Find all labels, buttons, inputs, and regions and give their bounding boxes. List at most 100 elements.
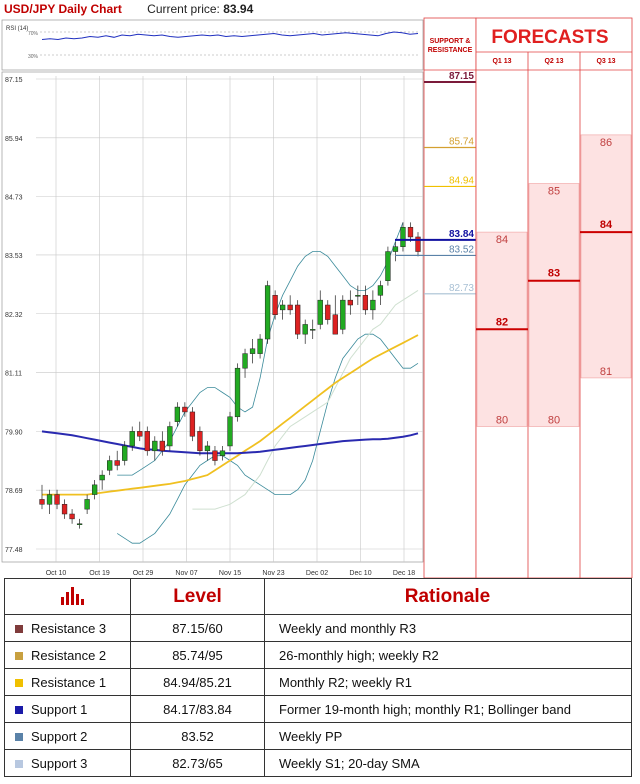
sr-level-label: 83.52 bbox=[449, 244, 474, 255]
candle-body bbox=[167, 426, 173, 447]
level-name-cell: Support 2 bbox=[4, 722, 131, 750]
candle bbox=[249, 339, 256, 364]
y-tick-label: 81.11 bbox=[5, 371, 22, 378]
table-row: Resistance 1 84.94/85.21 Monthly R2; weekl… bbox=[4, 668, 632, 696]
x-tick-label: Oct 19 bbox=[89, 570, 110, 577]
candle-body bbox=[84, 499, 90, 510]
x-tick-label: Dec 18 bbox=[393, 570, 415, 577]
y-tick-label: 79.90 bbox=[5, 429, 23, 436]
level-rationale-cell: Weekly and monthly R3 bbox=[264, 614, 632, 642]
level-rationale-cell: Weekly S1; 20-day SMA bbox=[264, 749, 632, 777]
candle bbox=[114, 450, 120, 471]
level-value-cell: 85.74/95 bbox=[130, 641, 265, 669]
candle bbox=[234, 363, 241, 422]
candle-body bbox=[325, 304, 331, 320]
candle-body bbox=[295, 304, 301, 335]
candle-body bbox=[174, 406, 181, 422]
forecast-quarter-label: Q2 13 bbox=[544, 58, 563, 65]
support-resistance-panel: SUPPORT & RESISTANCE 87.15 85.74 84.94 83.8… bbox=[395, 17, 477, 578]
forecasts-title: FORECASTS bbox=[491, 27, 608, 48]
candle bbox=[227, 411, 233, 451]
chart-title: USD/JPY Daily Chart bbox=[4, 2, 122, 16]
y-tick-label: 87.15 bbox=[5, 77, 23, 84]
x-tick-label: Dec 10 bbox=[349, 570, 371, 577]
level-rationale-cell: 26-monthly high; weekly R2 bbox=[264, 641, 632, 669]
candle-body bbox=[129, 431, 135, 447]
candle-body bbox=[362, 295, 369, 311]
forecast-mid-label: 84 bbox=[600, 219, 613, 231]
candle bbox=[415, 232, 421, 257]
level-color-swatch bbox=[15, 624, 23, 633]
level-name-cell: Resistance 3 bbox=[4, 614, 131, 642]
candle bbox=[355, 285, 361, 306]
candle-body bbox=[317, 299, 323, 325]
candle bbox=[332, 295, 338, 335]
table-header-rationale: Rationale bbox=[264, 578, 632, 615]
candle bbox=[377, 280, 384, 306]
level-color-swatch bbox=[15, 678, 23, 687]
candle-body bbox=[272, 295, 278, 315]
level-name-cell: Resistance 1 bbox=[4, 668, 131, 696]
candle-body bbox=[137, 431, 143, 437]
forecast-low-label: 80 bbox=[548, 415, 560, 427]
candle-body bbox=[204, 445, 211, 452]
candle bbox=[392, 241, 399, 262]
candle bbox=[287, 295, 293, 315]
table-row: Support 2 83.52 Weekly PP bbox=[4, 722, 632, 750]
sr-level-label: 83.84 bbox=[449, 229, 474, 240]
candle-body bbox=[91, 484, 98, 495]
rsi-panel: RSI (14) 70% 30% bbox=[1, 19, 424, 71]
current-price-value: 83.94 bbox=[223, 2, 254, 16]
candle-body bbox=[144, 431, 150, 452]
table-row: Support 1 84.17/83.84 Former 19-month high… bbox=[4, 695, 632, 723]
candle bbox=[189, 407, 196, 442]
level-name: Resistance 2 bbox=[31, 647, 107, 663]
candle bbox=[385, 246, 391, 286]
forecast-quarter-label: Q1 13 bbox=[492, 58, 511, 65]
candle-body bbox=[46, 494, 53, 505]
sr-level-label: 85.74 bbox=[449, 137, 474, 148]
candle bbox=[76, 518, 83, 529]
level-name: Resistance 3 bbox=[31, 620, 107, 636]
level-rationale-cell: Former 19-month high; monthly R1; Bollin… bbox=[264, 695, 632, 723]
sr-header-line1: SUPPORT & bbox=[430, 38, 471, 45]
sma-slow-line bbox=[41, 430, 419, 455]
table-header-row: Level Rationale bbox=[4, 578, 632, 615]
x-tick-label: Oct 29 bbox=[133, 570, 154, 577]
level-color-swatch bbox=[15, 705, 23, 714]
level-value-cell: 84.94/85.21 bbox=[130, 668, 265, 696]
level-value-cell: 87.15/60 bbox=[130, 614, 265, 642]
candle bbox=[84, 494, 90, 515]
bar-chart-icon bbox=[61, 587, 84, 606]
forecast-range-box bbox=[528, 183, 580, 427]
candle-body bbox=[242, 353, 248, 369]
candle bbox=[137, 421, 143, 442]
candle bbox=[242, 348, 248, 378]
candle-body bbox=[227, 416, 233, 447]
rsi-label: RSI (14) bbox=[6, 26, 28, 32]
candle-body bbox=[197, 431, 203, 452]
level-name: Support 3 bbox=[31, 755, 88, 771]
bollinger-lower-line bbox=[116, 333, 419, 544]
sma-mid-line bbox=[42, 334, 419, 496]
level-name-cell: Support 1 bbox=[4, 695, 131, 723]
rsi-line bbox=[41, 31, 419, 41]
sr-level-label: 82.73 bbox=[449, 283, 474, 294]
table-row: Support 3 82.73/65 Weekly S1; 20-day SMA bbox=[4, 749, 632, 777]
candle bbox=[167, 421, 173, 451]
candle-body bbox=[152, 440, 158, 452]
candle-body bbox=[332, 314, 338, 335]
forecast-mid-label: 82 bbox=[496, 316, 508, 328]
forecast-high-label: 86 bbox=[600, 137, 612, 149]
candle-body bbox=[302, 324, 308, 335]
candle bbox=[340, 295, 346, 335]
candle-body bbox=[385, 251, 391, 281]
candle bbox=[317, 290, 323, 330]
sr-header-line2: RESISTANCE bbox=[428, 47, 473, 54]
forecast-low-label: 81 bbox=[600, 366, 612, 378]
y-tick-label: 78.69 bbox=[5, 488, 23, 495]
candle-body bbox=[287, 304, 293, 311]
candle-body bbox=[69, 513, 75, 520]
table-row: Resistance 2 85.74/95 26-monthly high; wee… bbox=[4, 641, 632, 669]
candle-body bbox=[234, 367, 241, 418]
